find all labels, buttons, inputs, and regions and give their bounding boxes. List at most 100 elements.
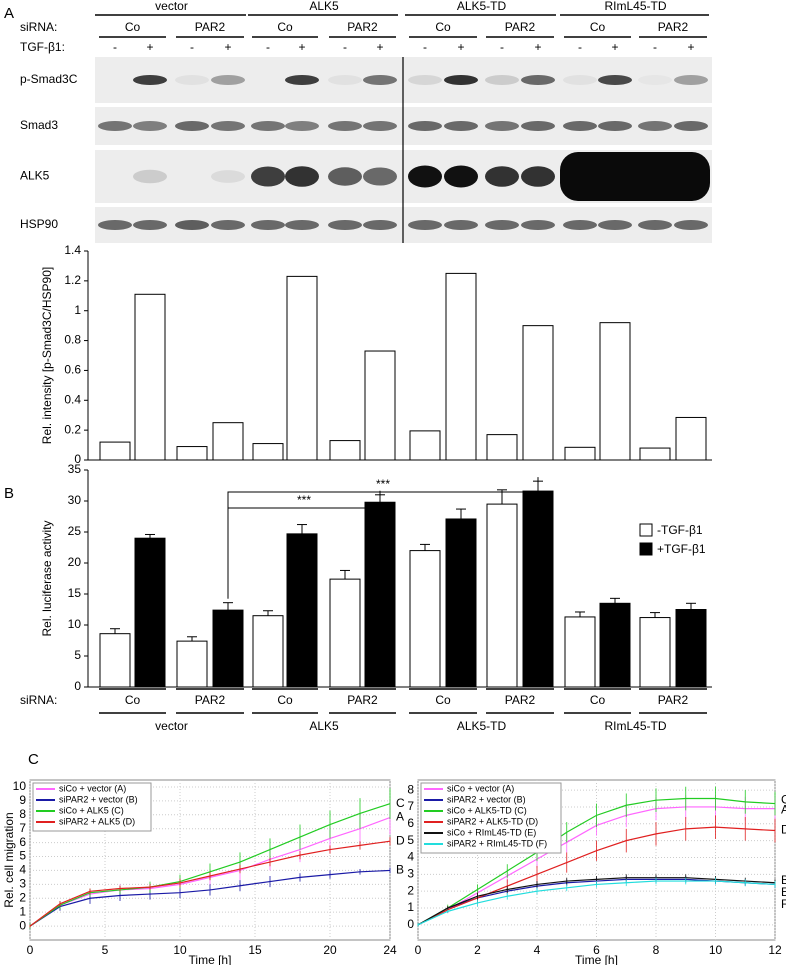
blot-band xyxy=(285,220,319,230)
blot-band xyxy=(444,121,478,131)
bar xyxy=(252,443,284,461)
blot-band xyxy=(133,169,167,184)
blot-band xyxy=(251,220,285,230)
y-tick-label: 2 xyxy=(407,883,414,897)
bar xyxy=(212,609,244,688)
y-tick-label: 0 xyxy=(74,452,81,466)
blot-band xyxy=(638,220,672,230)
x-tick-label: 15 xyxy=(248,943,262,957)
bar xyxy=(675,609,707,688)
blot-band xyxy=(408,165,442,188)
legend-label: -TGF-β1 xyxy=(657,523,703,537)
blot-band xyxy=(485,166,519,187)
blot-row-label: ALK5 xyxy=(20,169,50,183)
x-tick-label: 8 xyxy=(653,943,660,957)
blot-band xyxy=(598,75,632,85)
blot-band xyxy=(251,121,285,131)
tgf-label: + xyxy=(534,40,541,54)
blot-band xyxy=(211,75,245,85)
y-tick-label: 0 xyxy=(74,679,81,693)
y-tick-label: 2 xyxy=(19,890,26,904)
y-tick-label: 10 xyxy=(68,617,82,631)
y-tick-label: 0.2 xyxy=(64,422,81,436)
group-label: vector xyxy=(155,0,188,13)
sirna-label: PAR2 xyxy=(347,693,378,707)
blot-band xyxy=(133,121,167,131)
blot-band xyxy=(408,75,442,85)
blot-band xyxy=(175,75,209,85)
sirna-label: Co xyxy=(125,693,141,707)
sirna-label: PAR2 xyxy=(658,693,689,707)
tgf-label: - xyxy=(343,40,347,54)
y-tick-label: 1 xyxy=(74,303,81,317)
panel-letter: A xyxy=(4,5,14,22)
y-tick-label: 4 xyxy=(407,850,414,864)
series-line xyxy=(29,840,391,927)
legend-swatch xyxy=(639,523,653,537)
legend-label: siCo + ALK5-TD (C) xyxy=(447,805,527,815)
blot-band xyxy=(563,220,597,230)
blot-band xyxy=(408,121,442,131)
x-tick-label: 10 xyxy=(709,943,723,957)
tgf-label: + xyxy=(611,40,618,54)
tgf-label: + xyxy=(298,40,305,54)
blot-band xyxy=(674,75,708,85)
blot-band xyxy=(444,220,478,230)
y-tick-label: 1.2 xyxy=(64,273,81,287)
legend-label: siPAR2 + ALK5-TD (D) xyxy=(447,816,538,826)
blot-band xyxy=(251,166,285,187)
blot-band xyxy=(563,121,597,131)
y-axis-label: Rel. luciferase activity xyxy=(40,520,54,636)
x-tick-label: 0 xyxy=(27,943,34,957)
blot-band xyxy=(598,220,632,230)
legend-box xyxy=(420,782,562,854)
group-label: ALK5-TD xyxy=(457,0,507,13)
bar xyxy=(212,422,244,461)
y-tick-label: 0.6 xyxy=(64,363,81,377)
end-label: C xyxy=(781,792,786,806)
group-label: ALK5-TD xyxy=(457,719,507,733)
panel-letter: B xyxy=(4,485,14,502)
bar xyxy=(286,275,318,461)
blot-band xyxy=(133,75,167,85)
tgf-label: - xyxy=(578,40,582,54)
x-axis-label: Time [h] xyxy=(189,953,232,965)
blot-band xyxy=(328,167,362,186)
bar xyxy=(134,537,166,688)
blot-band xyxy=(521,75,555,85)
bar xyxy=(486,503,518,688)
bar xyxy=(329,440,361,461)
legend-label: siPAR2 + vector (B) xyxy=(59,794,138,804)
tgf-label: + xyxy=(687,40,694,54)
series-line xyxy=(417,880,776,926)
tgf-label: - xyxy=(423,40,427,54)
bar xyxy=(445,272,477,461)
sirna-label: Co xyxy=(435,693,451,707)
legend-label: siCo + vector (A) xyxy=(447,783,514,793)
y-tick-label: 0 xyxy=(19,918,26,932)
bar xyxy=(329,578,361,688)
blot-band xyxy=(485,75,519,85)
blot-band xyxy=(133,220,167,230)
x-axis-label: Time [h] xyxy=(575,953,618,965)
sirna-label: PAR2 xyxy=(658,20,689,34)
end-label: D xyxy=(396,833,405,847)
sirna-label: PAR2 xyxy=(505,693,536,707)
y-tick-label: 20 xyxy=(68,555,82,569)
y-tick-label: 35 xyxy=(68,462,82,476)
bar xyxy=(409,430,441,461)
legend-label: +TGF-β1 xyxy=(657,542,706,556)
y-tick-label: 1.4 xyxy=(64,243,81,257)
x-tick-label: 20 xyxy=(323,943,337,957)
legend-label: siCo + vector (A) xyxy=(59,783,126,793)
y-axis-label: Rel. cell migration xyxy=(2,812,16,907)
bar xyxy=(176,640,208,688)
blot-band xyxy=(363,220,397,230)
sirna-label: siRNA: xyxy=(20,693,57,707)
end-label: A xyxy=(396,810,404,824)
sirna-label: PAR2 xyxy=(195,693,226,707)
bar xyxy=(564,446,596,461)
blot-band xyxy=(638,121,672,131)
bar xyxy=(486,434,518,461)
group-label: RImL45-TD xyxy=(604,719,666,733)
